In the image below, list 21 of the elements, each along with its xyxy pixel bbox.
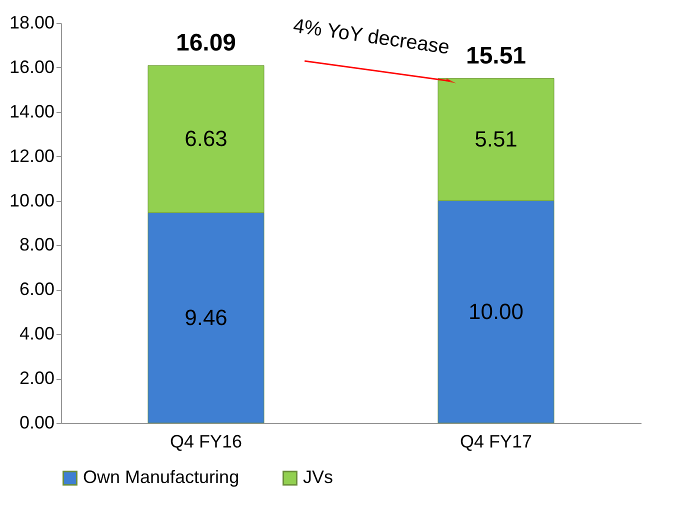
y-tick-label: 10.00: [9, 190, 54, 210]
x-tick-label: Q4 FY17: [460, 432, 532, 452]
x-tick-label: Q4 FY16: [170, 432, 242, 452]
legend-label: Own Manufacturing: [83, 467, 240, 488]
y-tick-label: 12.00: [9, 146, 54, 166]
data-label: 5.51: [474, 126, 518, 152]
y-tick-label: 4.00: [19, 324, 54, 344]
legend-label: JVs: [303, 467, 334, 488]
total-label: 15.51: [466, 42, 526, 70]
y-tick-label: 14.00: [9, 101, 54, 122]
data-label: 6.63: [184, 126, 228, 152]
data-label: 10.00: [468, 298, 524, 324]
y-tick-label: 16.00: [9, 56, 54, 77]
total-label: 16.09: [176, 29, 236, 56]
data-label: 9.46: [184, 304, 228, 330]
annotation: 4% YoY decrease: [292, 15, 451, 59]
y-tick-label: 2.00: [19, 368, 54, 388]
y-tick-label: 8.00: [19, 234, 54, 255]
y-tick-label: 0.00: [19, 412, 54, 432]
y-tick-label: 6.00: [19, 279, 54, 300]
y-tick-label: 18.00: [9, 12, 54, 32]
